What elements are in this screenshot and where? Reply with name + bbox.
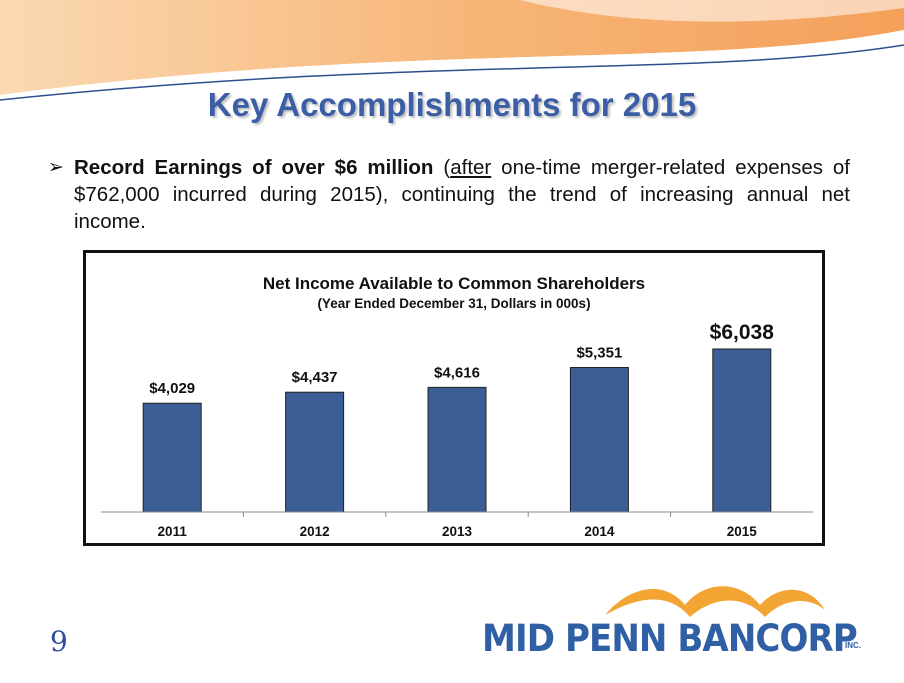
logo-inc: INC. — [845, 641, 861, 650]
bar-2011 — [142, 402, 202, 513]
chart-title: Net Income Available to Common Sharehold… — [263, 274, 645, 293]
logo-text: MID PENN BANCORP — [482, 617, 858, 660]
data-label-2014: $5,351 — [576, 345, 622, 362]
net-income-chart: Net Income Available to Common Sharehold… — [101, 274, 813, 539]
header-swoosh — [0, 0, 904, 101]
data-label-2013: $4,616 — [434, 364, 480, 381]
logo-waves-icon — [605, 586, 825, 617]
x-tick-2012: 2012 — [300, 524, 330, 539]
bullet-text: Record Earnings of over $6 million (afte… — [74, 154, 850, 235]
data-label-2011: $4,029 — [149, 380, 195, 397]
x-tick-2013: 2013 — [442, 524, 473, 539]
bar-2015 — [712, 348, 772, 513]
x-tick-2014: 2014 — [584, 524, 615, 539]
page-number: 9 — [50, 625, 68, 658]
chart-frame: Net Income Available to Common Sharehold… — [83, 250, 825, 546]
bullet-bold-text: Record Earnings of over $6 million — [74, 156, 434, 179]
chart-subtitle: (Year Ended December 31, Dollars in 000s… — [317, 296, 590, 311]
bar-2012 — [285, 391, 345, 513]
bar-2014 — [569, 367, 629, 513]
arrow-bullet-icon: ➢ — [48, 157, 64, 178]
bullet-paren: ( — [433, 156, 451, 179]
x-tick-2015: 2015 — [727, 524, 758, 539]
bullet-underlined-text: after — [450, 156, 492, 179]
bar-2013 — [427, 386, 487, 513]
bullet-rest-text: one-time merger-related expenses of $762… — [74, 156, 850, 233]
x-tick-2011: 2011 — [158, 524, 188, 539]
data-label-2015: $6,038 — [710, 321, 775, 344]
bullet-point: ➢ Record Earnings of over $6 million (af… — [48, 154, 850, 235]
data-label-2012: $4,437 — [292, 369, 338, 386]
slide-title: Key Accomplishments for 2015 — [207, 86, 697, 123]
